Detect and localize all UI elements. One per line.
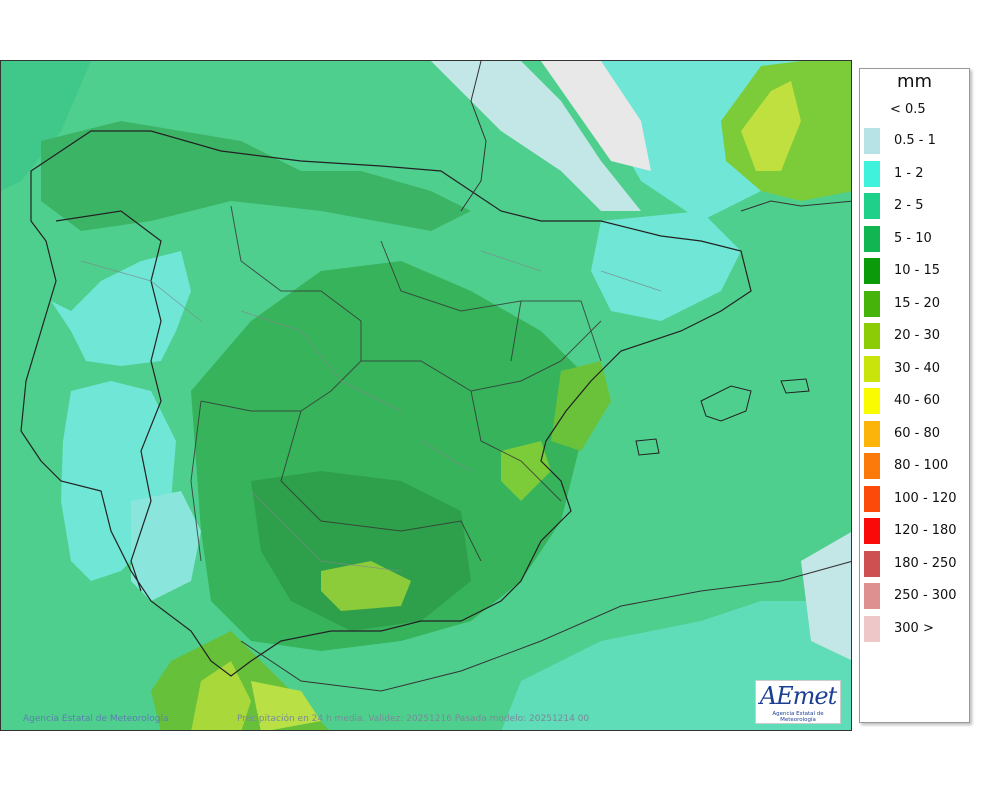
- coastline-ibiza: [635, 438, 660, 456]
- precip-field-20-30-south: [321, 561, 411, 611]
- precip-field-15-20-east: [501, 441, 551, 501]
- legend: mm < 0.5 0.5 - 1 1 - 2 2 - 5 5 - 10 10 - 15 1…: [859, 68, 970, 723]
- precip-field-balearic: [701, 411, 791, 481]
- legend-label: 30 - 40: [894, 360, 941, 376]
- legend-lowest-label: < 0.5: [890, 102, 926, 117]
- precip-field-0.5-1-se: [801, 532, 851, 661]
- legend-label: 80 - 100: [894, 458, 949, 473]
- legend-label: 180 - 250: [894, 555, 957, 571]
- coastline-africa: [240, 561, 851, 692]
- credit-text: Agencia Estatal de Meteorología: [23, 714, 169, 724]
- legend-swatch: [864, 550, 880, 577]
- province-borders: [80, 250, 662, 572]
- legend-swatch: [864, 453, 880, 479]
- legend-swatch: [864, 193, 880, 219]
- coastline-iberia: [20, 130, 752, 677]
- legend-swatch: [864, 615, 880, 642]
- legend-label: 250 - 300: [894, 588, 957, 603]
- legend-swatch: [864, 583, 880, 609]
- legend-label: 10 - 15: [894, 263, 941, 278]
- precip-field-20-30-morocco: [191, 661, 251, 730]
- precip-field-lt-0.5-north: [541, 61, 651, 171]
- legend-swatch: [864, 355, 880, 382]
- border-france-west: [460, 61, 487, 212]
- precip-field-1-2-north: [361, 61, 851, 221]
- legend-swatch: [864, 420, 880, 447]
- legend-label: 40 - 60: [894, 393, 941, 408]
- region-borders: [190, 205, 602, 562]
- legend-swatch: [864, 258, 880, 284]
- legend-swatch: [864, 290, 880, 317]
- legend-label: 60 - 80: [894, 425, 941, 441]
- aemet-logo: AEmet Agencia Estatal de Meteorología: [755, 680, 841, 724]
- model-info-text: Precipitación en 24 h media. Validez: 20…: [237, 714, 590, 724]
- legend-label: 120 - 180: [894, 523, 957, 538]
- legend-swatch: [864, 518, 880, 544]
- logo-text: AEmet: [759, 682, 837, 710]
- coastline-france-south: [740, 200, 851, 212]
- legend-swatch: [864, 160, 880, 187]
- legend-label: 1 - 2: [894, 165, 924, 181]
- legend-label: 2 - 5: [894, 198, 924, 213]
- legend-title: mm: [896, 71, 933, 92]
- legend-label: 300 >: [894, 620, 934, 636]
- legend-label: 20 - 30: [894, 328, 941, 343]
- precip-field-1-2-west: [51, 251, 191, 366]
- legend-label: 15 - 20: [894, 295, 941, 311]
- precip-field-0.5-1-north: [431, 61, 641, 211]
- border-portugal: [55, 210, 162, 592]
- legend-swatch: [864, 388, 880, 414]
- legend-swatch: [864, 225, 880, 252]
- legend-swatch: [864, 128, 880, 154]
- precip-field-1-2-ne: [591, 211, 741, 321]
- precip-field-30-40-morocco: [251, 681, 321, 730]
- legend-label: 5 - 10: [894, 230, 932, 246]
- precip-field-15-20-valencia: [551, 361, 611, 451]
- legend-swatch: [864, 323, 880, 349]
- logo-subtitle: Agencia Estatal de Meteorología: [772, 711, 824, 723]
- coastline-menorca: [780, 378, 810, 394]
- legend-swatch: [864, 485, 880, 512]
- precip-field-20-30-ne: [741, 81, 801, 171]
- legend-label: 100 - 120: [894, 490, 957, 506]
- precip-field-nw: [1, 61, 91, 191]
- legend-label: 0.5 - 1: [894, 133, 936, 148]
- precipitation-map: Agencia Estatal de Meteorología Precipit…: [0, 60, 852, 731]
- precip-field-10-15-south-central: [251, 471, 471, 631]
- precip-field-1-2-south: [131, 491, 201, 601]
- precip-field-5-10-north: [41, 121, 471, 231]
- map-graphic: [1, 61, 851, 730]
- coastline-mallorca: [700, 385, 752, 422]
